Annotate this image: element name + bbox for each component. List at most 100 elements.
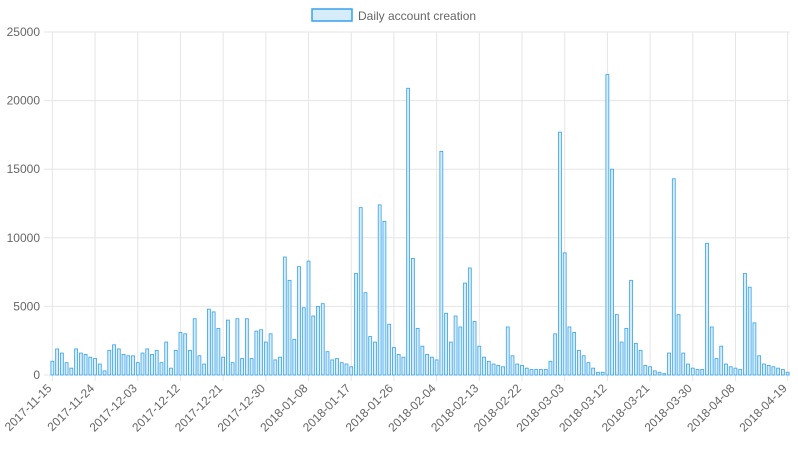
bar[interactable]: [159, 362, 164, 376]
chart-legend[interactable]: Daily account creation: [311, 8, 476, 23]
bar[interactable]: [467, 267, 472, 376]
bar[interactable]: [686, 363, 690, 376]
bar[interactable]: [482, 356, 486, 376]
bar[interactable]: [311, 315, 316, 376]
bar[interactable]: [752, 322, 757, 376]
bar[interactable]: [491, 363, 496, 376]
bar[interactable]: [757, 355, 762, 376]
bar[interactable]: [605, 74, 610, 376]
bar[interactable]: [614, 314, 619, 376]
bar[interactable]: [724, 363, 728, 376]
bar[interactable]: [55, 348, 59, 376]
bar[interactable]: [558, 131, 562, 376]
bar[interactable]: [596, 371, 600, 376]
bar[interactable]: [392, 347, 396, 376]
bar[interactable]: [667, 352, 671, 376]
bar[interactable]: [577, 349, 581, 376]
bar[interactable]: [553, 333, 558, 376]
bar[interactable]: [344, 363, 349, 376]
bar[interactable]: [695, 369, 700, 376]
bar[interactable]: [64, 362, 69, 376]
bar[interactable]: [463, 282, 467, 376]
bar[interactable]: [292, 338, 297, 376]
bar[interactable]: [434, 359, 439, 376]
bar[interactable]: [358, 207, 363, 376]
bar[interactable]: [776, 367, 781, 376]
bar[interactable]: [282, 256, 287, 376]
bar[interactable]: [728, 366, 733, 376]
bar[interactable]: [226, 319, 230, 376]
bar[interactable]: [192, 318, 197, 376]
bar[interactable]: [477, 345, 482, 376]
bar[interactable]: [534, 369, 539, 376]
bar[interactable]: [287, 279, 292, 376]
bar[interactable]: [444, 312, 448, 376]
bar[interactable]: [486, 360, 491, 376]
bar[interactable]: [335, 358, 339, 376]
bar[interactable]: [244, 318, 249, 376]
bar[interactable]: [629, 279, 633, 376]
bar[interactable]: [339, 362, 344, 376]
bar[interactable]: [202, 363, 207, 376]
bar[interactable]: [349, 366, 354, 376]
bar[interactable]: [415, 327, 420, 376]
bar[interactable]: [140, 352, 145, 376]
bar[interactable]: [78, 352, 83, 376]
bar[interactable]: [69, 367, 74, 376]
bar[interactable]: [676, 314, 681, 376]
bar[interactable]: [406, 87, 411, 376]
legend-swatch[interactable]: [311, 8, 353, 22]
bar[interactable]: [501, 366, 505, 376]
bar[interactable]: [235, 318, 240, 376]
bar[interactable]: [112, 344, 116, 376]
bar[interactable]: [273, 359, 278, 376]
bar[interactable]: [709, 326, 714, 376]
bar[interactable]: [714, 358, 719, 376]
bar[interactable]: [88, 356, 93, 376]
bar[interactable]: [249, 358, 254, 376]
bar[interactable]: [781, 369, 785, 376]
bar[interactable]: [738, 369, 743, 376]
bar[interactable]: [83, 354, 88, 376]
bar[interactable]: [387, 323, 392, 376]
bar[interactable]: [567, 326, 572, 376]
bar[interactable]: [401, 356, 406, 376]
bar[interactable]: [126, 355, 131, 376]
bar[interactable]: [700, 369, 705, 376]
bar[interactable]: [705, 242, 709, 376]
bar[interactable]: [766, 364, 771, 376]
bar[interactable]: [743, 273, 747, 376]
bar[interactable]: [169, 367, 173, 376]
bar[interactable]: [164, 341, 169, 376]
bar[interactable]: [591, 367, 596, 376]
bar[interactable]: [671, 178, 676, 376]
bar[interactable]: [207, 308, 211, 376]
bar[interactable]: [690, 367, 695, 376]
legend-label[interactable]: Daily account creation: [358, 9, 476, 23]
bar[interactable]: [50, 360, 55, 376]
bar[interactable]: [496, 364, 501, 376]
bar[interactable]: [524, 367, 529, 376]
bar[interactable]: [510, 355, 515, 376]
bar[interactable]: [93, 358, 97, 376]
bar[interactable]: [458, 326, 463, 376]
bar[interactable]: [377, 204, 382, 376]
bar[interactable]: [363, 292, 368, 376]
bar[interactable]: [429, 356, 434, 376]
bar[interactable]: [638, 349, 643, 376]
bar[interactable]: [145, 348, 150, 376]
bar[interactable]: [373, 341, 377, 376]
bar[interactable]: [643, 364, 648, 376]
bar[interactable]: [263, 341, 268, 376]
bar[interactable]: [771, 366, 776, 376]
bar[interactable]: [211, 311, 216, 376]
bar[interactable]: [254, 330, 259, 376]
bar[interactable]: [633, 343, 638, 376]
bar[interactable]: [301, 307, 306, 376]
bar[interactable]: [320, 303, 325, 376]
bar[interactable]: [150, 354, 154, 376]
bar[interactable]: [396, 354, 401, 376]
bar[interactable]: [624, 327, 629, 376]
bar[interactable]: [116, 348, 121, 376]
bar[interactable]: [97, 363, 102, 376]
